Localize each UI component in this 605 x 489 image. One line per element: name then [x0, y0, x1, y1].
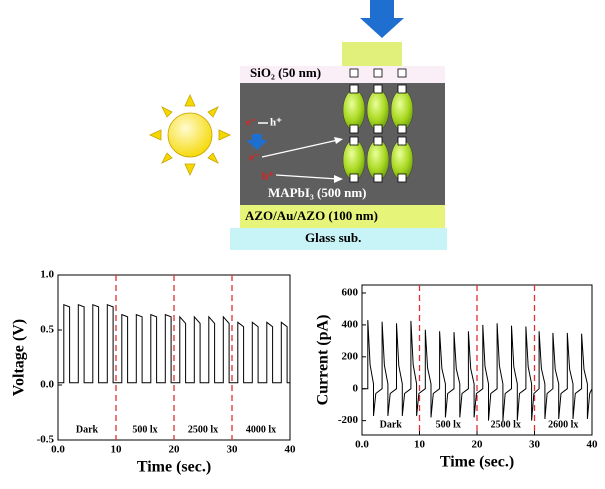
y-tick-label: 0.0 [40, 379, 54, 391]
data-line [362, 320, 593, 421]
layer-label: Glass sub. [305, 230, 361, 245]
electron-path [261, 139, 339, 158]
region-label: 2500 lx [491, 419, 521, 430]
data-line [58, 303, 290, 384]
y-tick-label: 200 [342, 350, 359, 362]
y-tick-label: 600 [342, 287, 359, 299]
x-tick-label: 30 [529, 439, 541, 451]
y-tick-label: -0.5 [37, 434, 55, 446]
y-tick-label: 0.5 [40, 324, 54, 336]
x-tick-label: 10 [111, 444, 123, 456]
layer-label: SiO₂ (50 nm) [250, 65, 321, 80]
x-tick-label: 30 [227, 444, 239, 456]
region-label: 2500 lx [188, 424, 218, 435]
x-tick-label: 0.0 [51, 444, 65, 456]
x-tick-label: 20 [472, 439, 484, 451]
hole-label: h⁺ [270, 117, 282, 129]
sun [149, 94, 231, 176]
device-diagram: SiO₂ (50 nm) MAPbI₃ (500 nm) AZO/Au/AZO … [149, 0, 447, 250]
electron-label: e⁻ [249, 152, 260, 164]
y-tick-label: 0 [353, 382, 359, 394]
azo-layer [240, 205, 445, 228]
x-tick-label: 40 [587, 439, 599, 451]
hole-label: h⁺ [262, 171, 274, 183]
arrowhead [334, 175, 343, 183]
electron-label: e⁻ [246, 117, 257, 129]
layer-label: AZO/Au/AZO (100 nm) [245, 208, 378, 223]
hole-path [275, 174, 339, 180]
layer-label: MAPbI₃ (500 nm) [268, 185, 367, 200]
x-axis-title: Time (sec.) [137, 459, 211, 476]
top-electrode [342, 42, 402, 68]
x-tick-label: 40 [285, 444, 297, 456]
region-label: 2600 lx [548, 419, 578, 430]
arrowhead [334, 137, 343, 144]
x-tick-label: 20 [169, 444, 181, 456]
y-tick-label: 1.0 [40, 269, 54, 281]
glass-layer [230, 228, 447, 250]
region-label: Dark [380, 419, 403, 430]
sio2-layer [240, 66, 445, 83]
chart: -200 0 200 400 600 0.0 10 20 30 40 Dark 500 lx 2500 … [315, 284, 599, 471]
region-label: 4000 lx [246, 424, 276, 435]
region-label: 500 lx [132, 424, 157, 435]
region-label: 500 lx [436, 419, 461, 430]
y-tick-label: -200 [338, 414, 359, 426]
y-axis-title: Current (pA) [315, 315, 332, 406]
x-tick-label: 10 [414, 439, 426, 451]
x-tick-label: 0.0 [355, 439, 369, 451]
charges [349, 68, 407, 183]
separation-arrow [246, 134, 268, 150]
x-axis-title: Time (sec.) [440, 454, 514, 471]
light-arrow [360, 0, 404, 38]
y-axis-title: Voltage (V) [11, 319, 28, 396]
region-label: Dark [76, 424, 99, 435]
y-tick-label: 400 [342, 318, 359, 330]
